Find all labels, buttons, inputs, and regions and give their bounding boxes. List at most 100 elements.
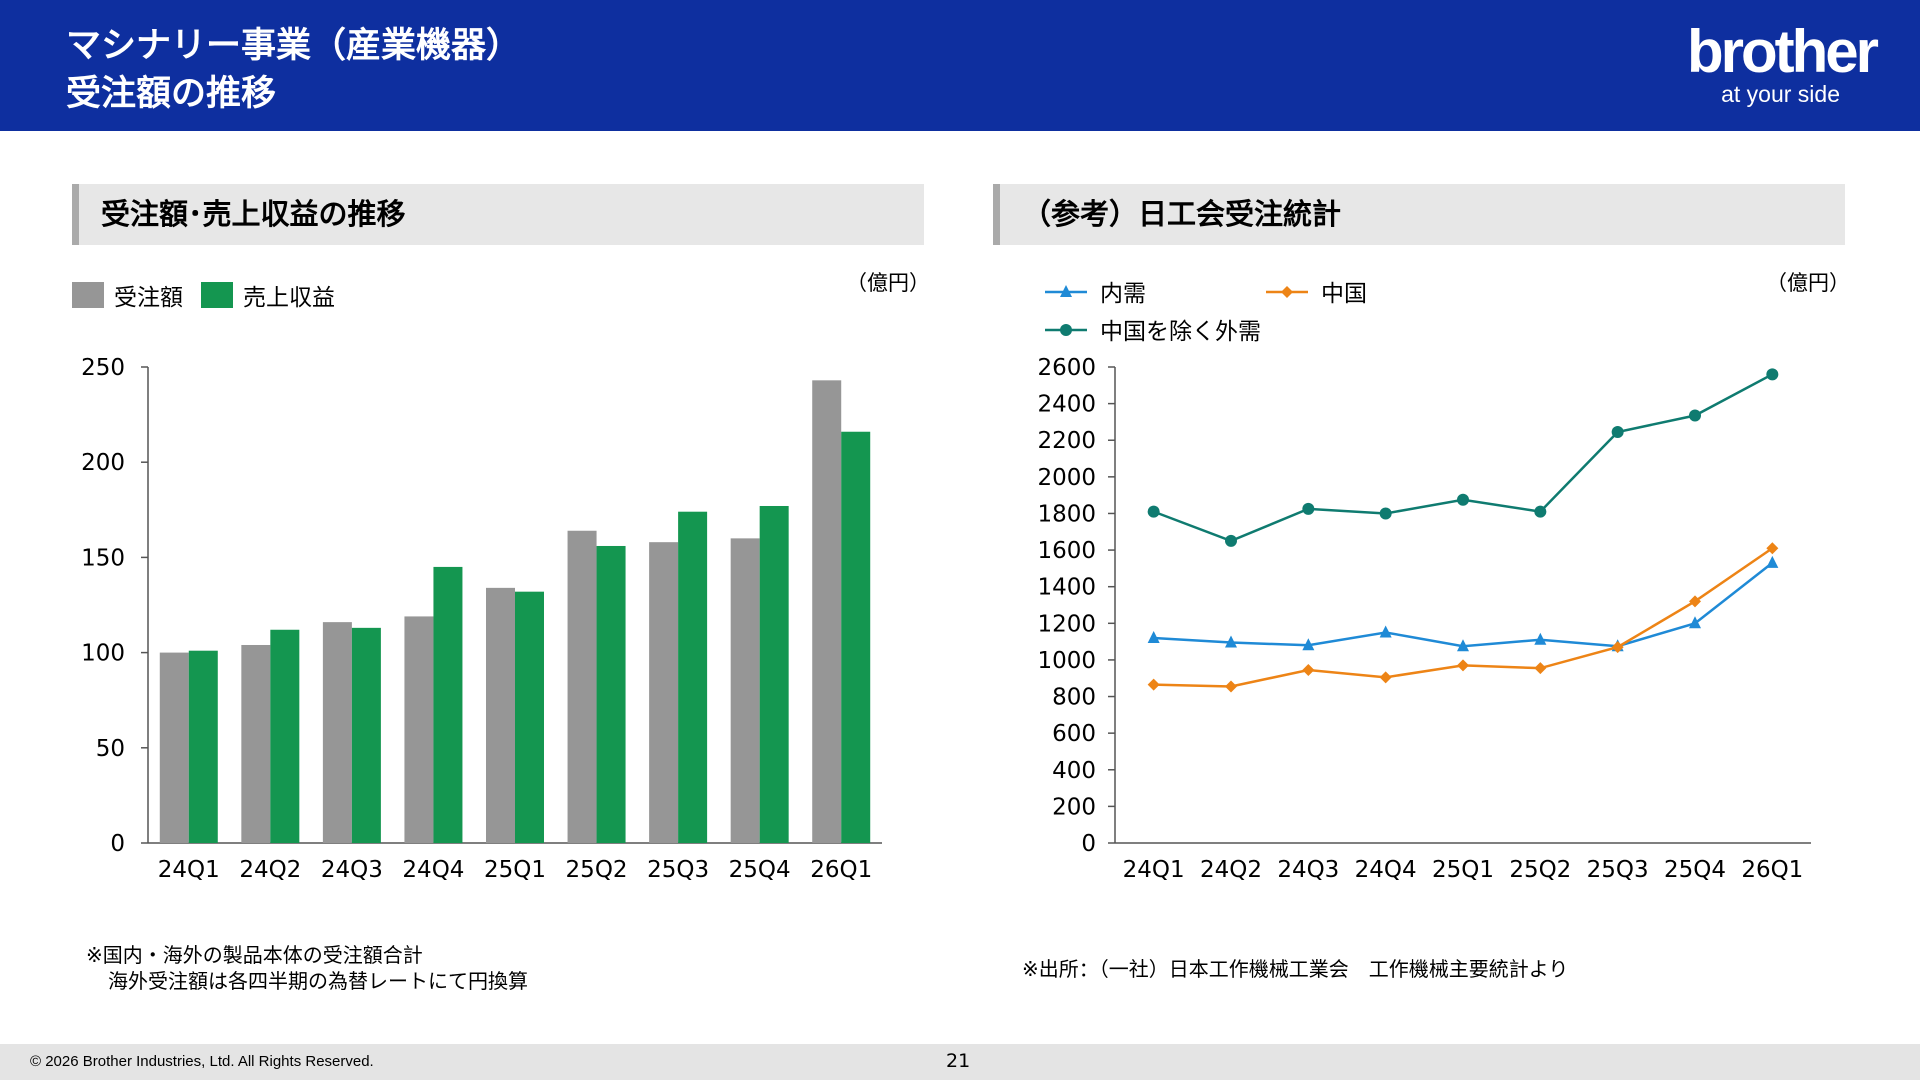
bar-revenue-26Q1 — [841, 431, 871, 843]
line-x-tick-label: 24Q2 — [1200, 857, 1262, 883]
brother-logo: brother at your side — [1687, 18, 1882, 107]
left-note: ※国内・海外の製品本体の受注額合計 海外受注額は各四半期の為替レートにて円換算 — [86, 942, 528, 994]
line-x-tick-label: 25Q3 — [1587, 857, 1649, 883]
bar-y-tick-label: 100 — [81, 641, 125, 667]
bar-y-tick-label: 50 — [96, 736, 125, 762]
bar-revenue-24Q4 — [433, 566, 463, 843]
line-point-2-24Q2 — [1225, 534, 1237, 547]
bar-revenue-25Q4 — [759, 505, 789, 843]
line-point-0-24Q4 — [1379, 625, 1392, 638]
bar-orders-25Q3 — [649, 542, 679, 843]
bar-revenue-25Q2 — [596, 545, 626, 843]
header-bar: マシナリー事業（産業機器） 受注額の推移 brother at your sid… — [0, 0, 1920, 131]
legend-marker-0 — [1060, 285, 1072, 297]
bar-x-tick-label: 26Q1 — [810, 857, 872, 883]
bar-revenue-24Q3 — [351, 627, 381, 843]
line-point-1-25Q4 — [1689, 595, 1701, 608]
bar-orders-25Q2 — [567, 530, 597, 843]
left-unit-label: （億円） — [846, 271, 930, 295]
charts-canvas: 0 50 100 150 200 250 24Q1 24Q2 24Q3 24Q4 25Q1 25Q2 2… — [81, 281, 1811, 883]
page-title-line1: マシナリー事業（産業機器） — [66, 26, 522, 66]
page-number: 21 — [946, 1050, 971, 1072]
bar-revenue-24Q2 — [270, 629, 300, 843]
legend-marker-1 — [1281, 286, 1293, 298]
logo-tagline: at your side — [1721, 81, 1840, 107]
bar-y-tick-label: 250 — [81, 355, 125, 381]
bar-orders-25Q1 — [486, 587, 515, 843]
line-y-tick-label: 2600 — [1037, 355, 1096, 381]
legend-label-0: 内需 — [1100, 281, 1146, 307]
line-point-2-25Q3 — [1611, 425, 1624, 438]
logo-main-text: brother — [1687, 18, 1879, 85]
line-x-tick-label: 25Q2 — [1509, 857, 1571, 883]
bar-x-tick-label: 25Q2 — [566, 857, 628, 883]
bar-x-tick-label: 25Q1 — [484, 857, 546, 883]
bar-revenue-25Q1 — [515, 591, 544, 843]
legend-revenue-label: 売上収益 — [243, 285, 335, 311]
line-point-1-24Q4 — [1379, 671, 1392, 684]
line-y-tick-label: 1200 — [1037, 611, 1096, 637]
bar-revenue-24Q1 — [188, 650, 218, 843]
bar-x-tick-label: 25Q4 — [729, 857, 791, 883]
line-x-tick-label: 24Q1 — [1123, 857, 1185, 883]
line-point-0-26Q1 — [1766, 555, 1779, 568]
bar-x-tick-label: 24Q3 — [321, 857, 383, 883]
line-point-0-25Q1 — [1457, 639, 1469, 652]
line-point-2-25Q2 — [1534, 505, 1547, 518]
line-point-2-25Q4 — [1689, 409, 1701, 422]
legend-orders: 受注額 — [72, 278, 183, 312]
line-y-tick-label: 2200 — [1037, 428, 1096, 454]
line-x-tick-label: 24Q4 — [1355, 857, 1417, 883]
line-point-0-24Q1 — [1147, 630, 1160, 643]
left-note-line1: ※国内・海外の製品本体の受注額合計 — [86, 943, 423, 967]
bar-chart: 0 50 100 150 200 250 24Q1 24Q2 24Q3 24Q4 25Q1 25Q2 2… — [81, 355, 882, 883]
bar-revenue-25Q3 — [678, 511, 708, 843]
legend-label-1: 中国 — [1321, 281, 1367, 307]
line-point-2-24Q4 — [1379, 507, 1392, 520]
line-point-2-25Q1 — [1457, 493, 1469, 506]
line-y-tick-label: 0 — [1081, 831, 1096, 857]
legend-orders-swatch — [72, 282, 104, 308]
line-point-0-24Q3 — [1302, 638, 1315, 651]
bar-orders-26Q1 — [812, 380, 842, 843]
bar-y-tick-label: 200 — [81, 450, 125, 476]
right-note: ※出所：（一社）日本工作機械工業会 工作機械主要統計より — [1022, 957, 1569, 981]
bar-x-tick-label: 24Q4 — [402, 857, 464, 883]
line-y-tick-label: 1800 — [1037, 501, 1096, 527]
bar-orders-24Q2 — [241, 644, 271, 843]
legend-revenue: 売上収益 — [201, 278, 335, 312]
bar-orders-25Q4 — [730, 538, 760, 843]
bar-x-tick-label: 25Q3 — [647, 857, 709, 883]
line-y-tick-label: 2400 — [1037, 392, 1096, 418]
page-title: マシナリー事業（産業機器） 受注額の推移 — [66, 22, 521, 118]
line-x-tick-label: 25Q1 — [1432, 857, 1494, 883]
line-chart: 0 200 400 600 800 1000 1200 1400 1600 1800 2000 220… — [1037, 355, 1811, 883]
line-point-1-24Q3 — [1302, 663, 1315, 676]
line-series-2 — [1153, 373, 1773, 543]
legend-revenue-swatch — [201, 282, 233, 308]
legend-orders-label: 受注額 — [114, 285, 183, 311]
bar-y-tick-label: 150 — [81, 545, 125, 571]
copyright-text: © 2026 Brother Industries, Ltd. All Righ… — [30, 1053, 374, 1070]
line-y-tick-label: 1000 — [1037, 648, 1096, 674]
line-series-0 — [1153, 561, 1774, 648]
legend-marker-2 — [1060, 324, 1072, 336]
bar-orders-24Q1 — [159, 652, 189, 843]
line-x-tick-label: 24Q3 — [1277, 857, 1339, 883]
line-point-2-24Q3 — [1302, 502, 1315, 515]
line-y-tick-label: 800 — [1052, 685, 1096, 711]
left-note-line2: 海外受注額は各四半期の為替レートにて円換算 — [108, 969, 528, 993]
line-point-1-25Q2 — [1534, 662, 1547, 675]
line-point-0-25Q2 — [1534, 632, 1547, 645]
footer-bar: © 2026 Brother Industries, Ltd. All Righ… — [0, 1044, 1920, 1080]
line-point-1-26Q1 — [1766, 542, 1779, 555]
line-point-2-24Q1 — [1147, 505, 1160, 518]
bar-orders-24Q4 — [404, 616, 434, 843]
line-y-tick-label: 400 — [1052, 758, 1096, 784]
line-y-tick-label: 1400 — [1037, 575, 1096, 601]
legend-label-2: 中国を除く外需 — [1100, 319, 1261, 345]
left-section-title: 受注額･売上収益の推移 — [72, 184, 924, 245]
line-y-tick-label: 200 — [1052, 794, 1096, 820]
line-y-tick-label: 600 — [1052, 721, 1096, 747]
line-point-1-24Q1 — [1147, 678, 1160, 691]
